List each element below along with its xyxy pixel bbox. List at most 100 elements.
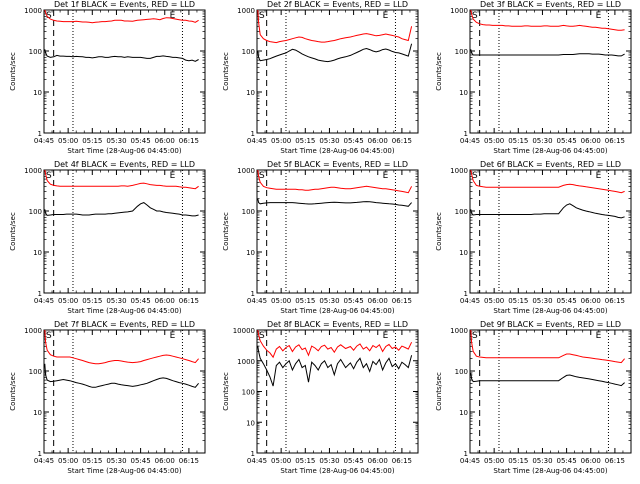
x-tick-label: 04:45 [247, 457, 267, 465]
y-tick-label: 100 [29, 368, 42, 376]
x-tick-label: 06:00 [368, 297, 388, 305]
y-tick-label: 1000 [450, 327, 468, 335]
x-axis-label: Start Time (28-Aug-06 04:45:00) [493, 467, 607, 475]
y-tick-label: 1000 [24, 7, 42, 15]
y-tick-label: 1000 [237, 358, 255, 366]
y-tick-label: 100 [242, 48, 255, 56]
x-tick-label: 05:30 [106, 457, 126, 465]
y-axis-label: Counts/sec [9, 372, 17, 411]
x-axis-label: Start Time (28-Aug-06 04:45:00) [67, 467, 181, 475]
end-marker-label: E [170, 11, 176, 21]
y-tick-label: 10 [459, 89, 468, 97]
end-marker-label: E [170, 331, 176, 341]
x-tick-label: 04:45 [460, 137, 480, 145]
x-axis-label: Start Time (28-Aug-06 04:45:00) [280, 147, 394, 155]
x-tick-label: 06:15 [392, 457, 412, 465]
x-tick-label: 06:15 [392, 297, 412, 305]
chart-panel-7: Det 7f BLACK = Events, RED = LLD 1 10 100 10… [9, 320, 206, 475]
chart-panel-3: Det 3f BLACK = Events, RED = LLD 1 10 100 10… [435, 0, 632, 155]
x-tick-label: 05:45 [557, 137, 577, 145]
series-events-line [470, 372, 625, 387]
x-tick-label: 06:15 [605, 457, 625, 465]
y-tick-label: 10000 [233, 327, 255, 335]
chart-title: Det 6f BLACK = Events, RED = LLD [480, 160, 621, 169]
x-axis-label: Start Time (28-Aug-06 04:45:00) [280, 467, 394, 475]
y-tick-label: 100 [242, 389, 255, 397]
x-tick-label: 05:00 [484, 297, 504, 305]
y-tick-label: 1000 [237, 7, 255, 15]
x-tick-label: 04:45 [34, 457, 54, 465]
series-lld-line [470, 329, 625, 364]
plot-frame [469, 169, 632, 294]
x-axis-label: Start Time (28-Aug-06 04:45:00) [493, 307, 607, 315]
y-axis-label: Counts/sec [222, 372, 230, 411]
chart-panel-6: Det 6f BLACK = Events, RED = LLD 1 10 100 10… [435, 160, 632, 315]
y-tick-label: 10 [246, 249, 255, 257]
y-tick-label: 100 [455, 208, 468, 216]
x-tick-label: 06:15 [605, 297, 625, 305]
series-events-line [44, 49, 199, 62]
x-tick-label: 05:30 [319, 137, 339, 145]
y-tick-label: 10 [246, 419, 255, 427]
start-marker-label: S [259, 331, 265, 341]
x-tick-label: 05:45 [344, 457, 364, 465]
x-axis-label: Start Time (28-Aug-06 04:45:00) [493, 147, 607, 155]
x-tick-label: 05:45 [131, 137, 151, 145]
x-tick-label: 06:15 [605, 137, 625, 145]
series-lld-line [44, 329, 199, 365]
x-tick-label: 05:45 [344, 297, 364, 305]
y-tick-label: 100 [455, 368, 468, 376]
x-tick-label: 04:45 [460, 457, 480, 465]
plot-frame [469, 329, 632, 454]
y-tick-label: 1000 [450, 7, 468, 15]
x-tick-label: 06:15 [392, 137, 412, 145]
x-tick-label: 05:30 [532, 137, 552, 145]
series-lld-line [470, 169, 625, 194]
x-tick-label: 05:15 [82, 297, 102, 305]
y-tick-label: 1000 [24, 167, 42, 175]
end-marker-label: E [596, 11, 602, 21]
end-marker-label: E [383, 331, 389, 341]
plot-frame [43, 329, 206, 454]
series-events-line [257, 346, 413, 387]
x-tick-label: 05:45 [131, 457, 151, 465]
x-tick-label: 04:45 [247, 297, 267, 305]
chart-panel-2: Det 2f BLACK = Events, RED = LLD 1 10 100 10… [222, 0, 419, 155]
x-tick-label: 06:15 [179, 297, 199, 305]
x-tick-label: 06:00 [368, 457, 388, 465]
x-tick-label: 05:00 [271, 137, 291, 145]
series-events-line [257, 198, 412, 207]
x-axis-label: Start Time (28-Aug-06 04:45:00) [67, 147, 181, 155]
x-tick-label: 05:15 [295, 457, 315, 465]
x-tick-label: 05:00 [271, 457, 291, 465]
chart-title: Det 4f BLACK = Events, RED = LLD [54, 160, 195, 169]
plot-frame [43, 9, 206, 134]
x-tick-label: 05:15 [295, 297, 315, 305]
y-tick-label: 100 [29, 208, 42, 216]
x-tick-label: 05:00 [271, 297, 291, 305]
y-axis-label: Counts/sec [9, 212, 17, 251]
x-tick-label: 04:45 [247, 137, 267, 145]
y-axis-label: Counts/sec [222, 52, 230, 91]
x-tick-label: 06:00 [581, 297, 601, 305]
series-lld-line [257, 169, 413, 194]
plot-frame [43, 169, 206, 294]
y-axis-label: Counts/sec [435, 52, 443, 91]
x-tick-label: 05:00 [58, 137, 78, 145]
y-tick-label: 100 [455, 48, 468, 56]
x-tick-label: 05:45 [557, 457, 577, 465]
y-axis-label: Counts/sec [435, 212, 443, 251]
series-events-line [257, 43, 413, 63]
chart-title: Det 7f BLACK = Events, RED = LLD [54, 320, 195, 329]
y-tick-label: 10 [246, 89, 255, 97]
y-tick-label: 1000 [450, 167, 468, 175]
chart-panel-8: Det 8f BLACK = Events, RED = LLD 1 10 100 10… [222, 320, 419, 475]
x-tick-label: 04:45 [34, 137, 54, 145]
end-marker-label: E [596, 331, 602, 341]
start-marker-label: S [472, 11, 478, 21]
chart-title: Det 2f BLACK = Events, RED = LLD [267, 0, 408, 9]
x-axis-label: Start Time (28-Aug-06 04:45:00) [280, 307, 394, 315]
x-tick-label: 06:00 [155, 137, 175, 145]
y-axis-label: Counts/sec [222, 212, 230, 251]
x-tick-label: 05:00 [484, 137, 504, 145]
